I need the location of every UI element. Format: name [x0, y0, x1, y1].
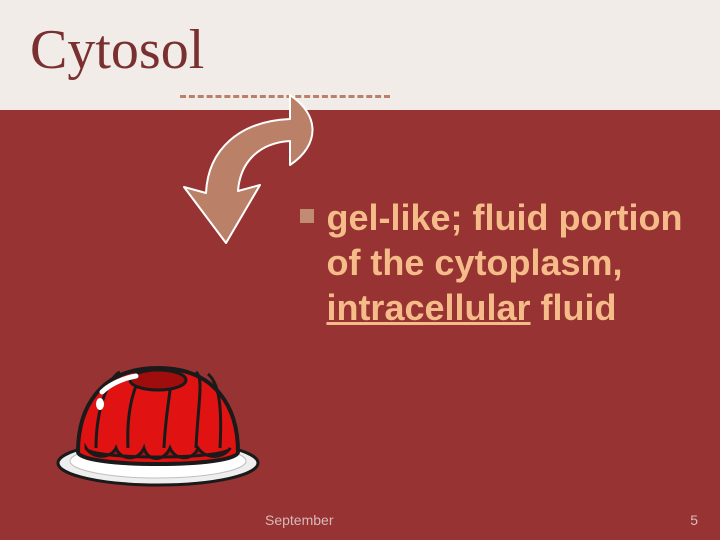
bullet-text: gel-like; fluid portion of the cytoplasm…: [326, 195, 686, 330]
slide: Cytosol gel-like; fluid portion of the c…: [0, 0, 720, 540]
footer-date: September: [265, 512, 333, 528]
bullet-square-icon: [300, 209, 314, 223]
jello-illustration: [48, 348, 268, 488]
slide-title: Cytosol: [30, 18, 204, 82]
bullet-block: gel-like; fluid portion of the cytoplasm…: [300, 195, 700, 330]
bullet-text-underlined: intracellular: [326, 287, 530, 328]
bullet-text-part3: fluid: [531, 287, 617, 328]
bullet-text-part1: gel-like; fluid portion of the cytoplasm…: [326, 197, 682, 283]
page-number: 5: [690, 512, 698, 528]
